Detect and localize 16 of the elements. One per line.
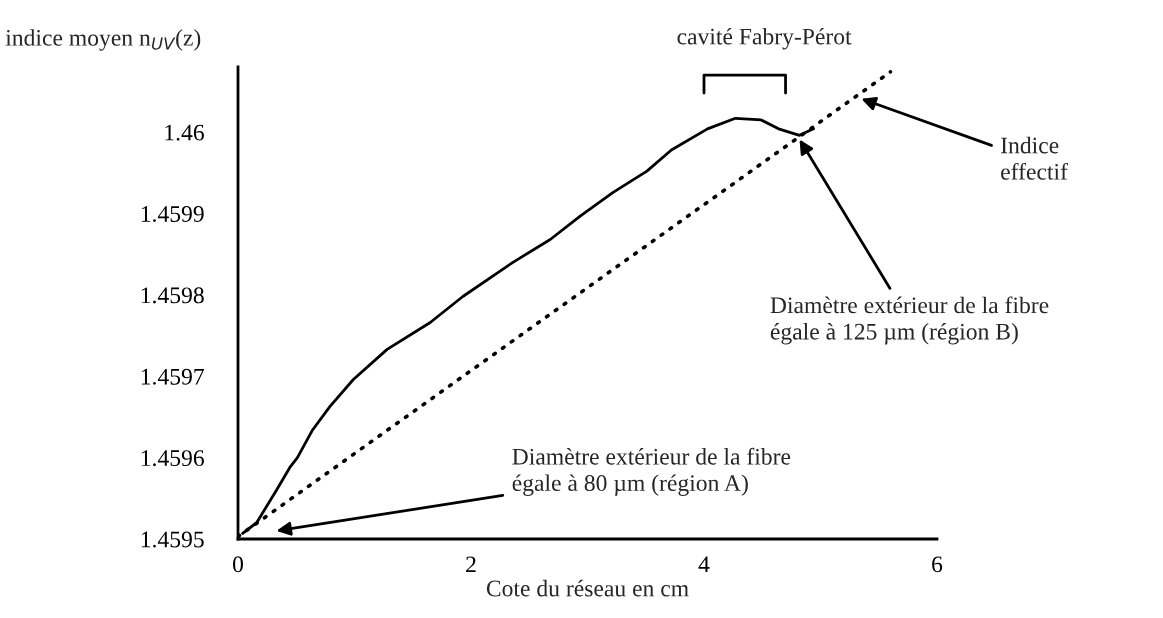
x-tick-label: 6 (932, 556, 943, 573)
x-tick-label: 0 (233, 556, 243, 573)
y-tick-label: 1.4595 (141, 531, 204, 548)
text: cavité Fabry-Pérot (677, 27, 852, 50)
annotation: Indice effectif (1001, 136, 1068, 180)
y-axis-title: indice moyen n$_{UV}$(z) (5, 29, 201, 51)
y-tick-label: 1.4599 (141, 206, 204, 223)
x-axis-title: Cote du réseau en cm (486, 579, 689, 597)
annotation: Diamètre extérieur de la fibre égale à 125 µm (région B) (770, 296, 1049, 345)
y-tick-label: 1.4597 (141, 368, 204, 385)
y-tick-label: 1.46 (165, 124, 204, 141)
annotation: Diamètre extérieur de la fibre égale à 80 µm (région A) (512, 447, 791, 496)
x-tick-label: 2 (466, 556, 476, 573)
y-tick-label: 1.4598 (141, 287, 204, 304)
x-tick-label: 4 (698, 556, 710, 573)
y-tick-label: 1.4596 (141, 450, 204, 467)
